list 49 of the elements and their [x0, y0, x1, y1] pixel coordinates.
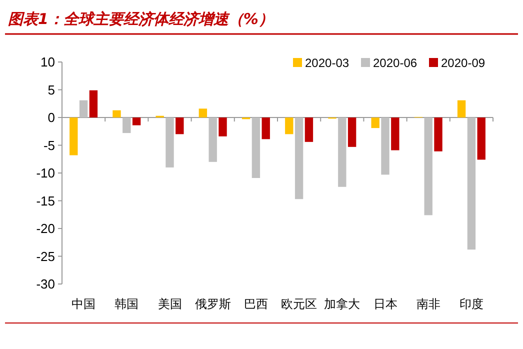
bar — [294, 118, 304, 200]
chart-title: 图表1：全球主要经济体经济增速（%） — [8, 10, 274, 28]
bar — [208, 118, 217, 162]
bar — [132, 118, 141, 126]
legend-label: 2020-06 — [373, 56, 418, 70]
x-tick-label: 印度 — [459, 297, 484, 311]
x-tick-label: 南非 — [416, 297, 440, 311]
y-tick-label: -30 — [36, 276, 55, 292]
y-tick-label: -15 — [36, 193, 55, 208]
bar — [79, 100, 88, 118]
bar — [176, 118, 184, 134]
y-tick-label: -20 — [36, 221, 55, 236]
bar — [166, 118, 174, 168]
bar — [424, 118, 432, 216]
bar — [70, 118, 78, 156]
bar — [89, 90, 98, 118]
bar — [198, 108, 208, 118]
x-tick-label: 美国 — [158, 297, 182, 311]
x-tick-label: 加拿大 — [324, 297, 360, 311]
bar — [434, 118, 442, 152]
bar — [381, 118, 390, 175]
x-tick-label: 欧元区 — [281, 297, 318, 311]
bar — [457, 100, 466, 118]
y-tick-label: 10 — [40, 54, 55, 70]
y-tick-label: -10 — [36, 166, 55, 181]
y-tick-label: 0 — [48, 110, 55, 126]
y-tick-label: -5 — [43, 138, 55, 153]
bar — [112, 110, 121, 118]
y-tick-label: 5 — [48, 82, 55, 98]
x-tick-label: 韩国 — [114, 297, 139, 311]
bar — [304, 118, 314, 142]
bar — [122, 118, 131, 134]
bar — [285, 118, 294, 134]
x-tick-label: 俄罗斯 — [194, 297, 231, 311]
y-tick-label: -25 — [36, 248, 55, 264]
bar — [371, 118, 380, 128]
x-tick-label: 巴西 — [244, 297, 268, 311]
bar — [391, 118, 400, 150]
bar — [467, 118, 476, 250]
bar — [348, 118, 356, 147]
bar — [262, 118, 270, 140]
x-tick-label: 日本 — [373, 297, 398, 311]
legend-label: 2020-09 — [441, 56, 486, 70]
bar — [338, 118, 346, 187]
legend-label: 2020-03 — [305, 56, 350, 70]
bar — [218, 118, 227, 136]
bar — [477, 118, 486, 160]
x-tick-label: 中国 — [72, 297, 96, 311]
bar — [252, 118, 260, 178]
